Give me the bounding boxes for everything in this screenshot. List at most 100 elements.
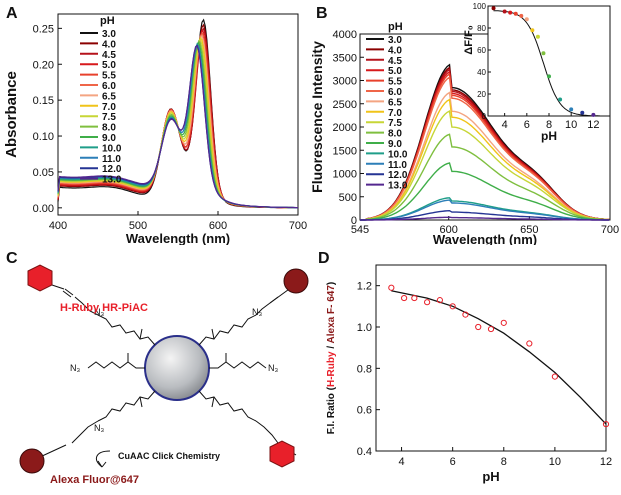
data-point bbox=[462, 311, 469, 318]
x-tick-label: 650 bbox=[520, 224, 538, 236]
y-axis-label: F.I. Ratio (H-Ruby / Alexa F- 647) bbox=[326, 282, 337, 434]
data-point bbox=[411, 294, 418, 302]
alexa-label: Alexa Fluor@647 bbox=[50, 474, 139, 486]
x-axis-label: Wavelength (nm) bbox=[126, 231, 230, 245]
x-tick-label: 10 bbox=[549, 456, 561, 468]
y-axis-label-part: Alexa F- 647 bbox=[326, 285, 337, 344]
panel-a-label: A bbox=[6, 5, 18, 22]
legend-label: 5.5 bbox=[102, 71, 116, 82]
inset-data-point bbox=[519, 13, 524, 18]
reaction-label: CuAAC Click Chemistry bbox=[118, 451, 220, 461]
data-point bbox=[526, 340, 533, 347]
legend-label: 4.0 bbox=[102, 39, 116, 50]
x-tick-label: 400 bbox=[49, 220, 67, 232]
inset-x-tick-label: 10 bbox=[565, 119, 577, 131]
legend-label: 10.0 bbox=[102, 143, 122, 154]
panel-a: A 400 500 600 700 0.00 0.05 0.10 0.15 0.20 0.25 Wav… bbox=[0, 0, 310, 246]
emission-line bbox=[360, 162, 610, 221]
legend-label: 9.0 bbox=[102, 133, 116, 144]
emission-line bbox=[360, 76, 610, 221]
x-tick-label: 600 bbox=[440, 224, 458, 236]
spectrum-line bbox=[57, 44, 298, 209]
data-point bbox=[401, 294, 408, 302]
plot-frame bbox=[57, 13, 299, 216]
y-tick-label: 0.6 bbox=[357, 405, 372, 417]
legend-label: 12.0 bbox=[102, 164, 122, 175]
x-tick-label: 700 bbox=[601, 224, 619, 236]
y-axis-label-part: H-Ruby bbox=[326, 351, 337, 387]
legend-label: 7.5 bbox=[102, 112, 116, 123]
data-point bbox=[500, 319, 507, 326]
y-tick-label: 3000 bbox=[333, 76, 357, 88]
data-point bbox=[602, 421, 610, 428]
inset-data-point bbox=[535, 34, 540, 39]
y-axis-label-part: ) bbox=[326, 282, 337, 285]
hruby-label: H-Ruby HR-PiAC bbox=[60, 302, 148, 314]
alexa-dye-circle bbox=[19, 448, 45, 474]
legend-title: pH bbox=[100, 15, 115, 27]
data-point bbox=[475, 323, 482, 331]
legend-label: 6.0 bbox=[102, 81, 116, 92]
hruby-hexagon bbox=[269, 440, 295, 468]
data-point bbox=[449, 303, 456, 310]
y-tick-label: 3500 bbox=[333, 52, 357, 64]
absorbance-chart: A 400 500 600 700 0.00 0.05 0.10 0.15 0.20 0.25 Wav… bbox=[3, 5, 307, 246]
y-axis-label-part: F.I. Ratio ( bbox=[326, 386, 337, 434]
y-tick-label: 0 bbox=[351, 215, 357, 227]
x-axis-label: pH bbox=[482, 469, 499, 484]
y-tick-label: 2500 bbox=[333, 99, 357, 111]
panel-c-label: C bbox=[6, 250, 18, 267]
inset-x-tick-label: 12 bbox=[587, 119, 599, 131]
legend-label: 8.0 bbox=[102, 123, 116, 134]
x-tick-label: 545 bbox=[351, 224, 369, 236]
legend-label: 6.5 bbox=[102, 91, 116, 102]
inset-data-point bbox=[541, 51, 546, 56]
inset-x-tick-label: 6 bbox=[524, 119, 530, 131]
inset-data-point bbox=[569, 107, 574, 112]
y-tick-label: 0.10 bbox=[33, 131, 54, 143]
y-tick-label: 0.8 bbox=[357, 363, 372, 375]
plot-frame bbox=[375, 264, 607, 452]
y-axis-label: Absorbance bbox=[3, 71, 20, 158]
inset-data-point bbox=[491, 6, 496, 11]
x-tick-label: 500 bbox=[129, 220, 147, 232]
y-tick-label: 1.0 bbox=[357, 322, 372, 334]
inset-x-tick-label: 4 bbox=[502, 119, 508, 131]
inset-y-tick-label: 60 bbox=[477, 46, 486, 55]
panel-c: C bbox=[0, 245, 310, 490]
data-point bbox=[487, 325, 495, 333]
legend-label: 7.0 bbox=[102, 102, 116, 113]
x-tick-label: 12 bbox=[600, 456, 612, 468]
inset-y-tick-label: 20 bbox=[477, 90, 486, 99]
inset-data-point bbox=[558, 97, 563, 102]
data-point bbox=[551, 373, 558, 380]
inset-x-label: pH bbox=[541, 129, 557, 143]
inset-data-point bbox=[524, 17, 529, 22]
legend-label: 5.0 bbox=[102, 60, 116, 71]
y-tick-label: 0.4 bbox=[357, 446, 372, 458]
inset-y-tick-label: 80 bbox=[477, 24, 486, 33]
legend-label: 3.0 bbox=[102, 29, 116, 40]
y-tick-label: 0.20 bbox=[33, 59, 54, 71]
emission-line bbox=[360, 216, 610, 221]
reaction-arrowhead bbox=[97, 460, 107, 468]
azide-label: N₃ bbox=[252, 307, 262, 317]
y-axis-label-part: / bbox=[326, 343, 337, 351]
y-tick-label: 0.25 bbox=[33, 23, 54, 35]
fit-line bbox=[391, 290, 607, 425]
legend-label: 11.0 bbox=[102, 154, 121, 165]
legend-label: 5.0 bbox=[388, 66, 402, 77]
data-point bbox=[436, 297, 443, 304]
inset-y-tick-label: 100 bbox=[473, 2, 487, 11]
inset-x-tick-label: 8 bbox=[546, 119, 552, 131]
legend-label: 13.0 bbox=[388, 181, 408, 192]
y-tick-label: 1000 bbox=[333, 169, 357, 181]
legend-title: pH bbox=[388, 21, 403, 33]
legend-label: 9.0 bbox=[388, 139, 402, 150]
emission-line bbox=[360, 98, 610, 221]
x-tick-label: 4 bbox=[398, 456, 404, 468]
inset-y-tick-label: 0 bbox=[482, 112, 487, 121]
y-tick-label: 500 bbox=[339, 192, 357, 204]
panel-b: B 545 600 650 700 0 500 1000 1500 2000 2500 3000 350… bbox=[309, 0, 621, 247]
